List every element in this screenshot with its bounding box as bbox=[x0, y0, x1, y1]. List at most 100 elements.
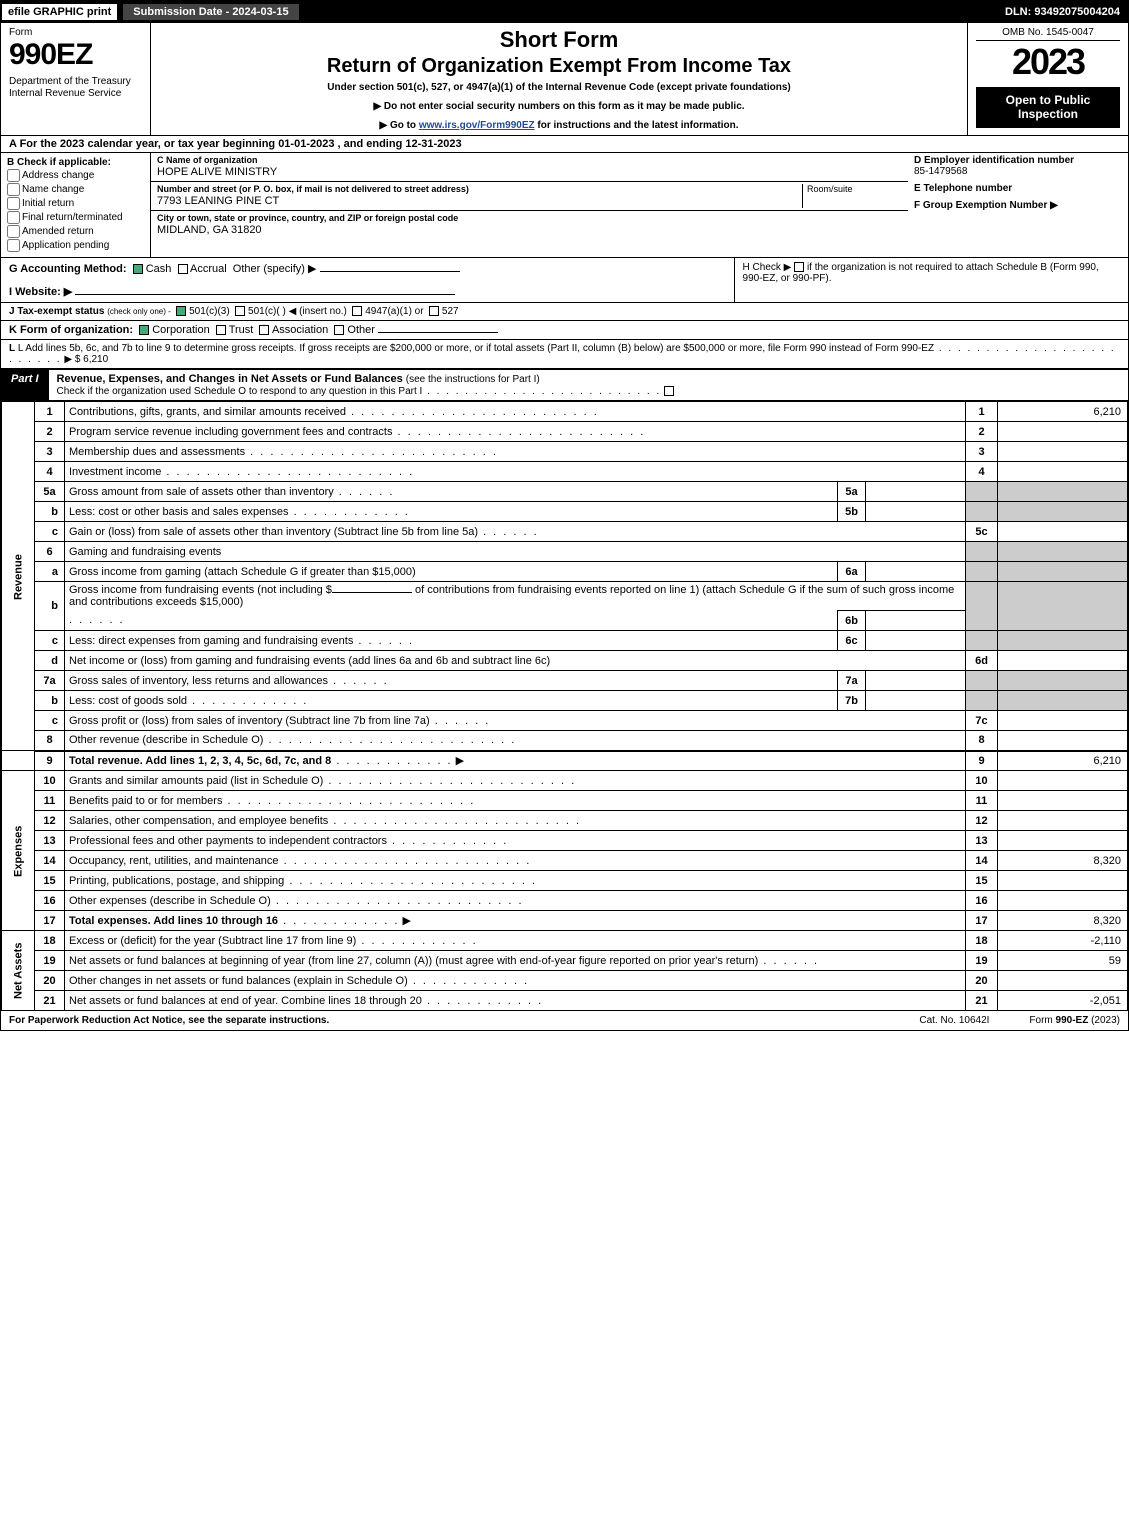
line-1-desc: Contributions, gifts, grants, and simila… bbox=[69, 406, 346, 418]
long-title: Return of Organization Exempt From Incom… bbox=[159, 55, 959, 78]
line-6a-subno: 6a bbox=[838, 562, 866, 582]
chk-amended-return-input[interactable] bbox=[7, 225, 20, 238]
chk-initial-return[interactable]: Initial return bbox=[7, 197, 144, 210]
line-6c-subval bbox=[866, 631, 966, 651]
chk-sched-b[interactable] bbox=[794, 262, 804, 272]
page-footer: For Paperwork Reduction Act Notice, see … bbox=[1, 1011, 1128, 1030]
line-6a: aGross income from gaming (attach Schedu… bbox=[2, 562, 1128, 582]
chk-4947[interactable] bbox=[352, 306, 362, 316]
line-13: 13Professional fees and other payments t… bbox=[2, 831, 1128, 851]
form-word: Form bbox=[9, 27, 142, 38]
line-11-desc: Benefits paid to or for members bbox=[69, 795, 222, 807]
goto-prefix: ▶ Go to bbox=[379, 120, 418, 131]
line-5a-desc: Gross amount from sale of assets other t… bbox=[69, 486, 334, 498]
line-17-desc: Total expenses. Add lines 10 through 16 bbox=[69, 915, 278, 927]
chk-trust[interactable] bbox=[216, 325, 226, 335]
line-7c: cGross profit or (loss) from sales of in… bbox=[2, 711, 1128, 731]
line-8: 8Other revenue (describe in Schedule O)8 bbox=[2, 731, 1128, 751]
part-1-header: Part I Revenue, Expenses, and Changes in… bbox=[1, 370, 1128, 401]
line-6c: cLess: direct expenses from gaming and f… bbox=[2, 631, 1128, 651]
dln-label: DLN: 93492075004204 bbox=[1005, 6, 1128, 18]
efile-button[interactable]: efile GRAPHIC print bbox=[1, 3, 118, 21]
line-2-desc: Program service revenue including govern… bbox=[69, 426, 392, 438]
irs-link[interactable]: www.irs.gov/Form990EZ bbox=[419, 120, 535, 131]
other-org-blank bbox=[378, 332, 498, 333]
line-19-desc: Net assets or fund balances at beginning… bbox=[69, 955, 758, 967]
line-7a: 7aGross sales of inventory, less returns… bbox=[2, 671, 1128, 691]
line-10-desc: Grants and similar amounts paid (list in… bbox=[69, 775, 323, 787]
chk-address-change-label: Address change bbox=[22, 170, 94, 181]
line-21-desc: Net assets or fund balances at end of ye… bbox=[69, 995, 422, 1007]
line-17-val: 8,320 bbox=[998, 911, 1128, 931]
chk-association[interactable] bbox=[259, 325, 269, 335]
line-16: 16Other expenses (describe in Schedule O… bbox=[2, 891, 1128, 911]
line-19: 19Net assets or fund balances at beginni… bbox=[2, 951, 1128, 971]
chk-name-change[interactable]: Name change bbox=[7, 183, 144, 196]
501c3-label: 501(c)(3) bbox=[189, 306, 230, 317]
chk-address-change[interactable]: Address change bbox=[7, 169, 144, 182]
chk-501c[interactable] bbox=[235, 306, 245, 316]
line-13-val bbox=[998, 831, 1128, 851]
line-5c-val bbox=[998, 522, 1128, 542]
under-section: Under section 501(c), 527, or 4947(a)(1)… bbox=[159, 82, 959, 93]
chk-application-pending-input[interactable] bbox=[7, 239, 20, 252]
part-1-note: (see the instructions for Part I) bbox=[406, 374, 540, 385]
department-label: Department of the Treasury Internal Reve… bbox=[9, 76, 142, 100]
line-6d-val bbox=[998, 651, 1128, 671]
line-6b-blank bbox=[332, 592, 412, 593]
line-7a-subno: 7a bbox=[838, 671, 866, 691]
chk-final-return-input[interactable] bbox=[7, 211, 20, 224]
chk-address-change-input[interactable] bbox=[7, 169, 20, 182]
line-1: Revenue 1 Contributions, gifts, grants, … bbox=[2, 402, 1128, 422]
chk-527[interactable] bbox=[429, 306, 439, 316]
line-3-val bbox=[998, 442, 1128, 462]
room-label: Room/suite bbox=[807, 184, 902, 195]
chk-initial-return-input[interactable] bbox=[7, 197, 20, 210]
org-name-label: C Name of organization bbox=[157, 155, 902, 166]
line-5a: 5a Gross amount from sale of assets other… bbox=[2, 482, 1128, 502]
line-16-desc: Other expenses (describe in Schedule O) bbox=[69, 895, 271, 907]
chk-application-pending[interactable]: Application pending bbox=[7, 239, 144, 252]
city-value: MIDLAND, GA 31820 bbox=[157, 224, 902, 237]
chk-name-change-input[interactable] bbox=[7, 183, 20, 196]
line-3-desc: Membership dues and assessments bbox=[69, 446, 245, 458]
line-5a-subno: 5a bbox=[838, 482, 866, 502]
website-blank bbox=[75, 294, 455, 295]
association-label: Association bbox=[272, 324, 328, 336]
line-21-val: -2,051 bbox=[998, 991, 1128, 1011]
footer-right-post: (2023) bbox=[1088, 1015, 1120, 1026]
line-12-val bbox=[998, 811, 1128, 831]
line-19-val: 59 bbox=[998, 951, 1128, 971]
net-assets-section-label: Net Assets bbox=[2, 931, 35, 1011]
other-org-label: Other bbox=[347, 324, 375, 336]
part-1-check-note: Check if the organization used Schedule … bbox=[57, 386, 674, 397]
website-label: I Website: ▶ bbox=[9, 286, 72, 298]
chk-501c3[interactable] bbox=[176, 306, 186, 316]
chk-amended-return[interactable]: Amended return bbox=[7, 225, 144, 238]
line-21: 21Net assets or fund balances at end of … bbox=[2, 991, 1128, 1011]
line-5a-subval bbox=[866, 482, 966, 502]
line-9-desc: Total revenue. Add lines 1, 2, 3, 4, 5c,… bbox=[69, 755, 331, 767]
chk-accrual[interactable] bbox=[178, 264, 188, 274]
form-header: Form 990EZ Department of the Treasury In… bbox=[1, 23, 1128, 136]
line-6a-subval bbox=[866, 562, 966, 582]
line-12-desc: Salaries, other compensation, and employ… bbox=[69, 815, 328, 827]
city-label: City or town, state or province, country… bbox=[157, 213, 902, 224]
chk-cash[interactable] bbox=[133, 264, 143, 274]
line-6b-sub: 6b bbox=[2, 611, 1128, 631]
line-2: 2Program service revenue including gover… bbox=[2, 422, 1128, 442]
chk-corporation[interactable] bbox=[139, 325, 149, 335]
527-label: 527 bbox=[442, 306, 459, 317]
ein-value: 85-1479568 bbox=[914, 166, 1122, 177]
line-14-desc: Occupancy, rent, utilities, and maintena… bbox=[69, 855, 279, 867]
line-6b-desc-pre: Gross income from fundraising events (no… bbox=[69, 584, 332, 596]
chk-other-org[interactable] bbox=[334, 325, 344, 335]
501c-label: 501(c)( ) ◀ (insert no.) bbox=[248, 306, 347, 317]
chk-amended-return-label: Amended return bbox=[22, 226, 94, 237]
chk-schedule-o[interactable] bbox=[664, 386, 674, 396]
line-7a-subval bbox=[866, 671, 966, 691]
line-15-val bbox=[998, 871, 1128, 891]
chk-final-return[interactable]: Final return/terminated bbox=[7, 211, 144, 224]
line-5c-desc: Gain or (loss) from sale of assets other… bbox=[69, 526, 478, 538]
other-blank bbox=[320, 271, 460, 272]
